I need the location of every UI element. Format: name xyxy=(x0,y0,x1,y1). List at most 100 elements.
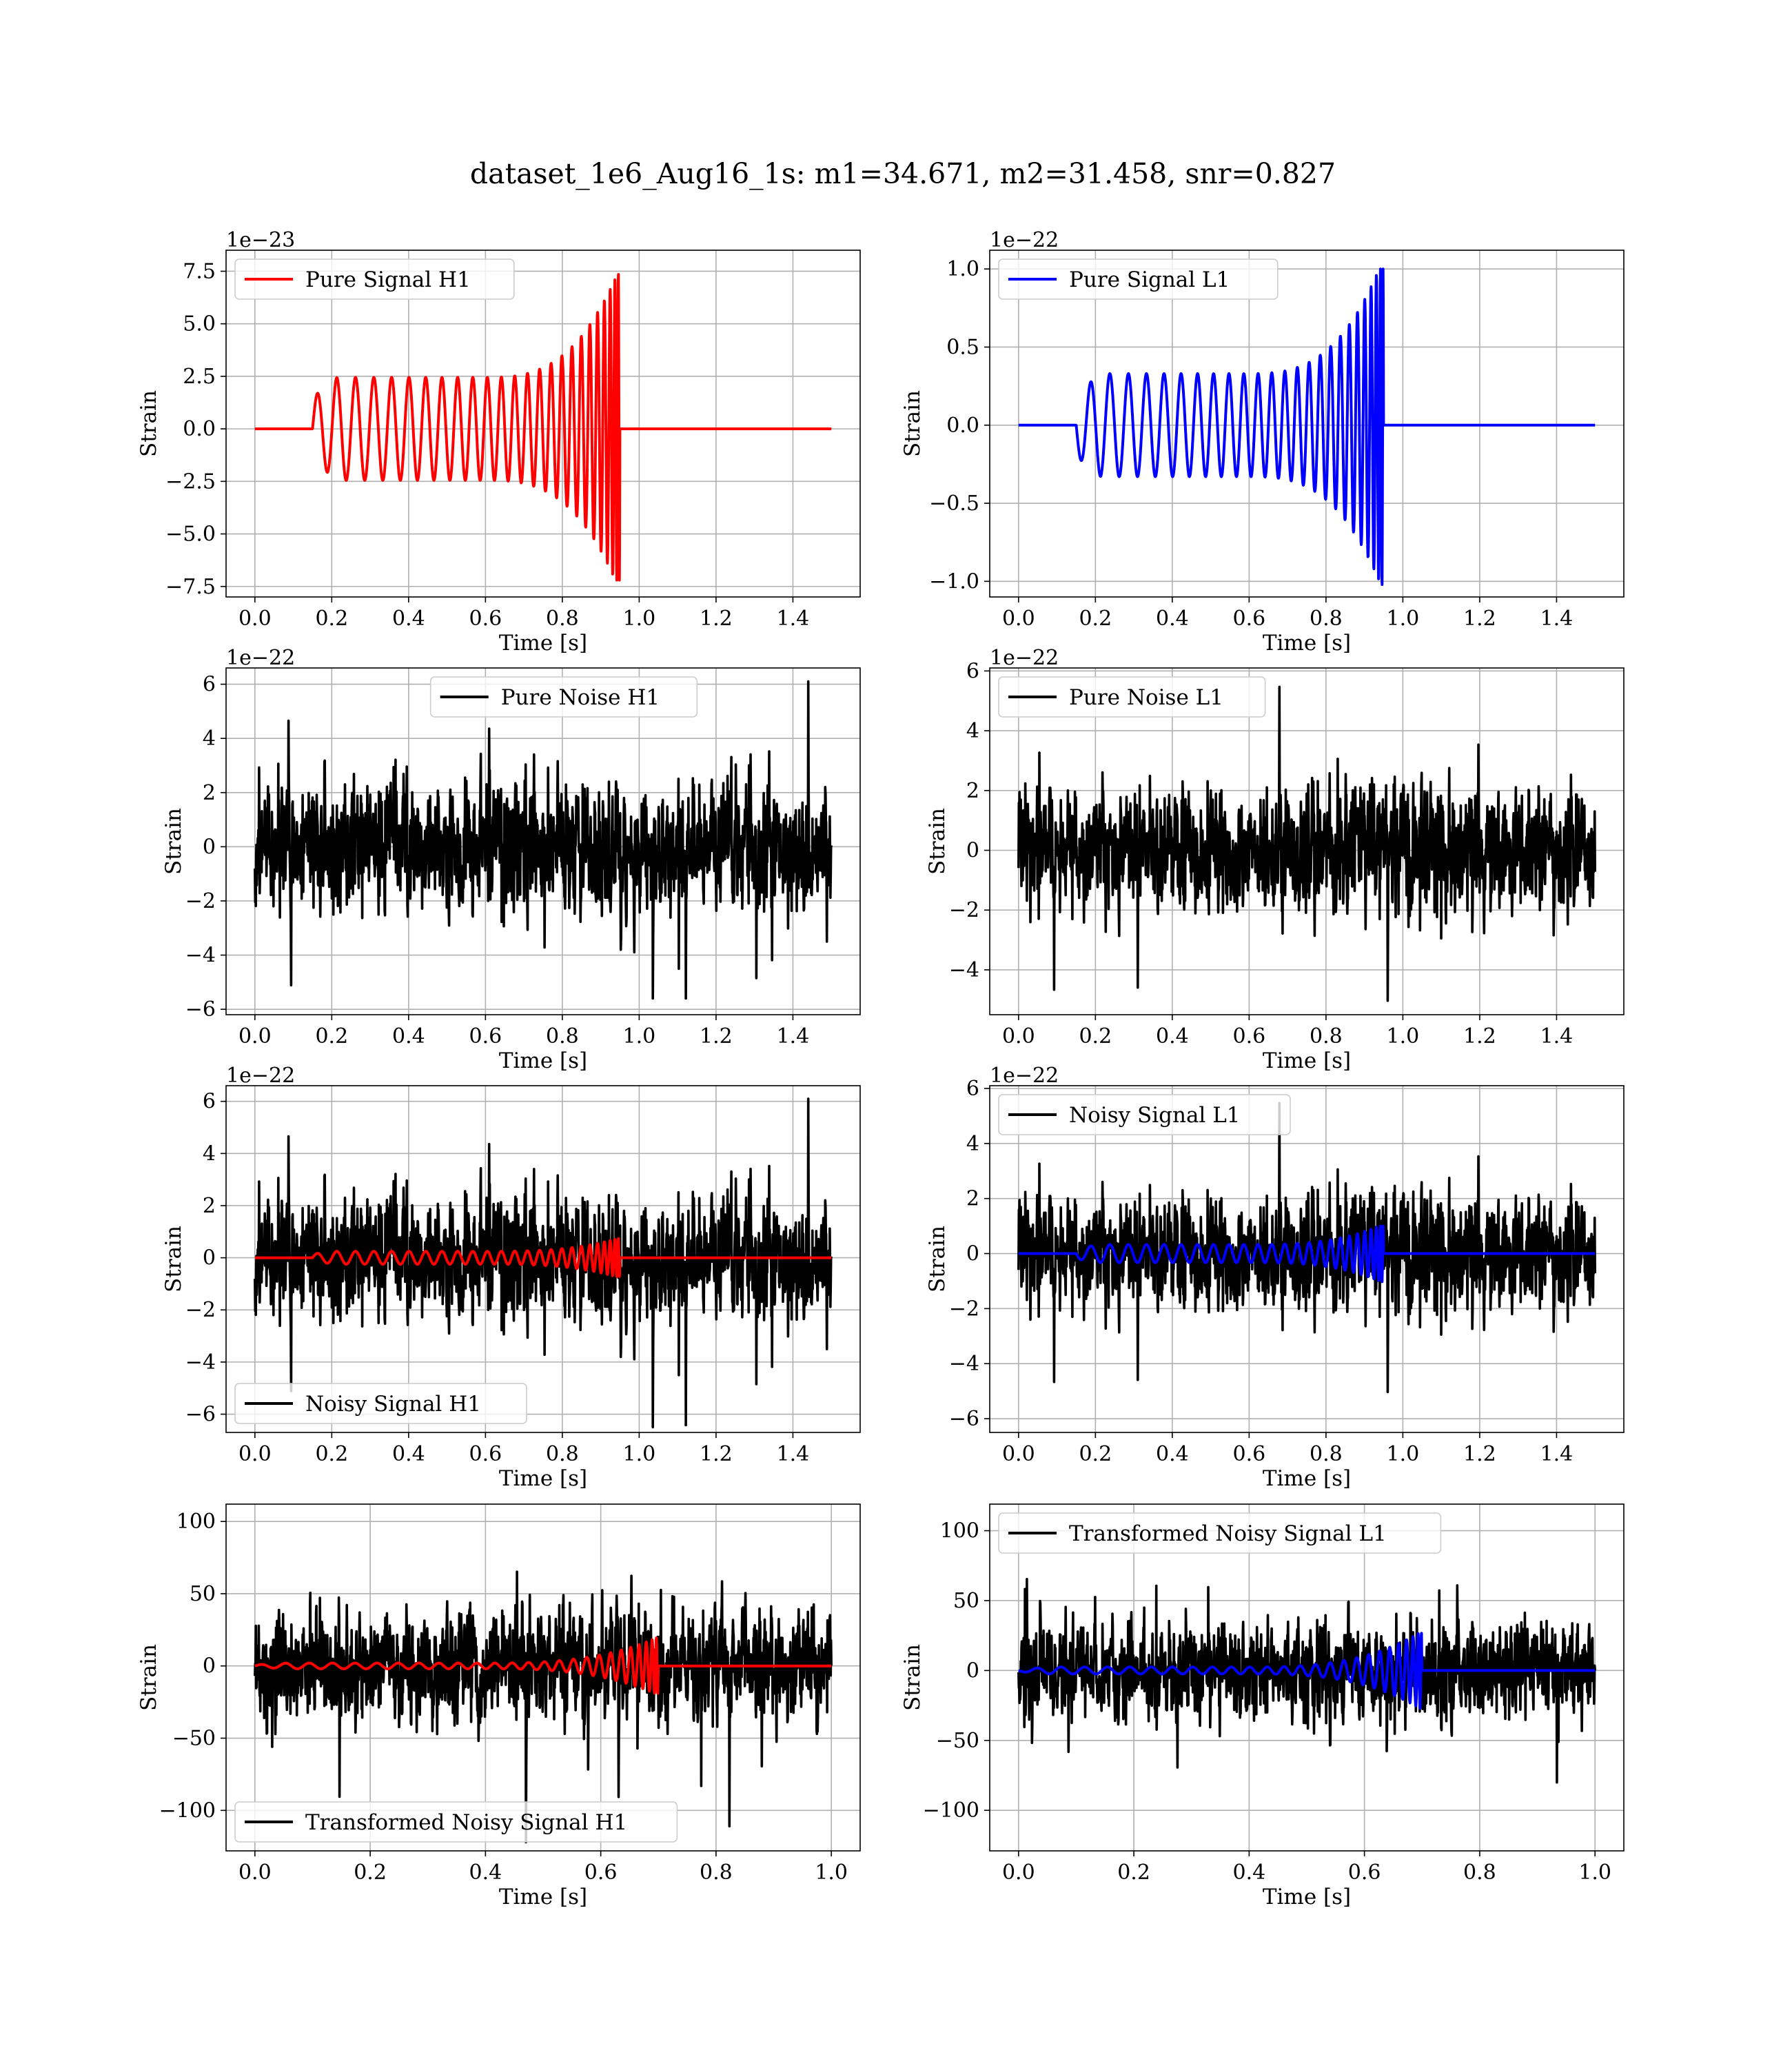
x-tick-label: 0.4 xyxy=(1233,1861,1266,1885)
y-tick-label: −5.0 xyxy=(165,523,216,547)
x-tick-label: 1.0 xyxy=(1387,607,1420,631)
series-group xyxy=(254,273,833,582)
legend: Noisy Signal H1 xyxy=(234,1383,527,1424)
y-tick-label: 4 xyxy=(966,719,979,743)
axes-frame xyxy=(989,250,1625,598)
x-tick-label: 0.8 xyxy=(1310,1024,1343,1048)
y-tick-label: −100 xyxy=(159,1798,216,1823)
x-tick-label: 0.2 xyxy=(315,1442,348,1466)
x-tick-label: 0.6 xyxy=(584,1861,618,1885)
y-tick-label: −1.0 xyxy=(929,569,979,594)
noise-line xyxy=(254,1097,833,1429)
x-tick-label: 1.0 xyxy=(623,607,656,631)
y-tick-label: 0 xyxy=(203,1654,216,1679)
x-tick-label: 0.8 xyxy=(546,1442,579,1466)
y-tick-label: 1.0 xyxy=(946,257,979,281)
y-tick-label: −50 xyxy=(172,1727,216,1751)
y-tick-label: 4 xyxy=(203,727,216,751)
legend: Transformed Noisy Signal L1 xyxy=(998,1512,1442,1554)
axes-frame xyxy=(225,250,861,598)
y-tick-label: −4 xyxy=(949,958,979,982)
x-tick-label: 0.0 xyxy=(238,1024,272,1048)
signal-line xyxy=(1017,1224,1596,1284)
y-tick-label: 4 xyxy=(966,1132,979,1156)
x-tick-label: 0.0 xyxy=(1002,1442,1035,1466)
x-tick-label: 0.4 xyxy=(392,607,425,631)
y-tick-label: 6 xyxy=(203,673,216,697)
axes-frame xyxy=(225,1085,861,1433)
x-tick-label: 0.4 xyxy=(392,1024,425,1048)
y-tick-label: 2.5 xyxy=(183,365,216,389)
x-tick-label: 0.6 xyxy=(1233,1442,1266,1466)
legend-box xyxy=(234,1383,527,1424)
x-tick-label: 1.0 xyxy=(1387,1024,1420,1048)
subplot-noisy-signal-l1: 0.0 0.2 0.4 0.6 0.8 1.0 1.2 1.4 −6 −4 −2 0 2 4 6 Time [… xyxy=(925,1064,1625,1491)
y-tick-label: −7.5 xyxy=(165,575,216,599)
x-tick-label: 1.4 xyxy=(777,1024,810,1048)
y-tick-label: 6 xyxy=(966,1077,979,1101)
y-tick-label: 100 xyxy=(940,1519,979,1543)
x-tick-label: 1.4 xyxy=(777,607,810,631)
y-tick-label: −4 xyxy=(949,1352,979,1376)
legend-label: Pure Noise H1 xyxy=(501,685,660,710)
x-axis-label: Time [s] xyxy=(499,1885,587,1909)
legend: Transformed Noisy Signal H1 xyxy=(234,1801,678,1843)
legend-label: Transformed Noisy Signal L1 xyxy=(1069,1521,1387,1546)
x-axis-label: Time [s] xyxy=(499,1466,587,1491)
y-tick-label: 50 xyxy=(190,1582,216,1606)
y-tick-label: 2 xyxy=(203,781,216,805)
subplot-pure-signal-l1: 0.0 0.2 0.4 0.6 0.8 1.0 1.2 1.4 −1.0 −0.5 0.0 0.5 1.… xyxy=(900,228,1625,656)
y-tick-label: −2.5 xyxy=(165,469,216,494)
legend-label: Noisy Signal L1 xyxy=(1069,1103,1241,1128)
x-tick-label: 1.0 xyxy=(623,1024,656,1048)
axes-frame xyxy=(989,1503,1625,1852)
legend: Pure Noise L1 xyxy=(998,676,1266,718)
x-tick-label: 0.0 xyxy=(238,1442,272,1466)
legend-box xyxy=(998,676,1266,718)
y-tick-label: −6 xyxy=(185,997,216,1022)
legend-box xyxy=(998,1094,1291,1135)
x-tick-label: 0.6 xyxy=(469,1024,502,1048)
y-tick-label: 50 xyxy=(953,1589,979,1613)
subplot-transformed-noisy-signal-h1: 0.0 0.2 0.4 0.6 0.8 1.0 −100 −50 0 50 100 Time [s] S… xyxy=(136,1503,861,1909)
subplots: 0.0 0.2 0.4 0.6 0.8 1.0 1.2 1.4 −7.5 −5.0 −2.5 0.0 2… xyxy=(136,228,1625,1909)
x-tick-label: 0.8 xyxy=(700,1861,733,1885)
x-tick-label: 1.2 xyxy=(1463,1442,1496,1466)
noise-line xyxy=(254,1570,833,1844)
y-tick-label: 0.0 xyxy=(183,417,216,441)
x-tick-label: 1.2 xyxy=(700,1024,733,1048)
subplot-pure-signal-h1: 0.0 0.2 0.4 0.6 0.8 1.0 1.2 1.4 −7.5 −5.0 −2.5 0.0 2… xyxy=(136,228,861,656)
y-tick-label: 2 xyxy=(203,1194,216,1218)
x-tick-label: 0.4 xyxy=(1156,1024,1189,1048)
signal-line xyxy=(1017,1632,1596,1710)
y-axis-label: Strain xyxy=(925,1226,950,1292)
x-tick-label: 0.8 xyxy=(546,607,579,631)
y-tick-label: −100 xyxy=(923,1798,979,1823)
y-tick-label: −4 xyxy=(185,944,216,968)
signal-line xyxy=(254,1636,833,1695)
legend-label: Pure Signal L1 xyxy=(1069,267,1230,292)
y-tick-label: 6 xyxy=(966,659,979,683)
axes-frame xyxy=(989,1085,1625,1433)
x-tick-label: 0.4 xyxy=(392,1442,425,1466)
x-tick-label: 0.6 xyxy=(469,1442,502,1466)
y-axis-label: Strain xyxy=(136,1644,161,1711)
x-axis-label: Time [s] xyxy=(1263,631,1351,656)
y-tick-label: 2 xyxy=(966,1187,979,1211)
x-tick-label: 0.2 xyxy=(1079,607,1112,631)
axes-frame xyxy=(989,667,1625,1015)
y-tick-label: −6 xyxy=(185,1403,216,1427)
figure-title: dataset_1e6_Aug16_1s: m1=34.671, m2=31.4… xyxy=(470,157,1336,190)
y-axis-label: Strain xyxy=(900,1644,925,1711)
series-group xyxy=(1017,1578,1596,1784)
y-tick-label: −2 xyxy=(185,1298,216,1322)
legend-box xyxy=(998,258,1279,300)
y-axis-label: Strain xyxy=(161,1226,186,1292)
subplot-noisy-signal-h1: 0.0 0.2 0.4 0.6 0.8 1.0 1.2 1.4 −6 −4 −2 0 2 4 6 Time [… xyxy=(161,1064,861,1491)
x-tick-label: 0.8 xyxy=(1310,607,1343,631)
y-tick-label: −4 xyxy=(185,1350,216,1375)
x-tick-label: 0.0 xyxy=(238,607,272,631)
legend-label: Pure Noise L1 xyxy=(1069,685,1223,710)
y-tick-label: −6 xyxy=(949,1407,979,1431)
signal-line xyxy=(1017,267,1596,586)
